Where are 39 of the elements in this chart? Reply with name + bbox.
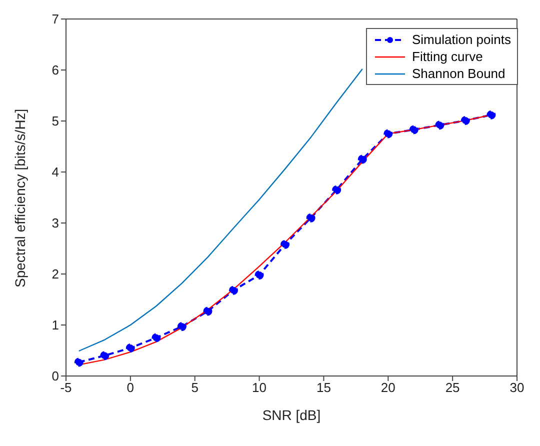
point xyxy=(486,110,496,120)
x-tick-label: 15 xyxy=(316,380,331,396)
x-tick-label: 20 xyxy=(380,380,396,396)
x-tick-label: 10 xyxy=(252,380,267,396)
point xyxy=(306,213,316,222)
x-axis-title: SNR [dB] xyxy=(262,407,321,423)
legend-label: Shannon Bound xyxy=(412,65,506,82)
y-tick-label: 1 xyxy=(52,318,59,333)
x-tick-label: 5 xyxy=(191,380,198,396)
point xyxy=(203,306,212,316)
y-tick-label: 6 xyxy=(52,62,59,78)
point xyxy=(460,116,470,125)
point xyxy=(332,185,342,194)
x-tick-label: 25 xyxy=(445,380,460,396)
point xyxy=(435,120,444,130)
y-tick-label: 4 xyxy=(52,164,59,180)
point xyxy=(254,270,264,280)
y-tick-label: 5 xyxy=(52,114,59,129)
y-tick-label: 0 xyxy=(52,368,59,384)
point xyxy=(74,358,84,367)
legend-label: Fitting curve xyxy=(412,48,483,65)
y-axis-title: Spectral efficiency [bits/s/Hz] xyxy=(12,108,28,288)
point xyxy=(409,125,418,134)
y-tick-label: 2 xyxy=(52,266,59,282)
point xyxy=(152,333,161,342)
y-tick-label: 7 xyxy=(52,12,59,27)
legend-label: Simulation points xyxy=(412,31,511,48)
point xyxy=(126,343,135,352)
point xyxy=(177,322,186,332)
point xyxy=(358,154,367,164)
x-tick-label: 30 xyxy=(510,380,524,396)
x-tick-label: -5 xyxy=(60,380,72,396)
point xyxy=(100,351,110,360)
x-tick-label: 0 xyxy=(126,380,134,396)
point xyxy=(280,240,290,249)
line-series xyxy=(78,68,363,352)
y-tick-label: 3 xyxy=(52,216,59,231)
point xyxy=(384,129,393,138)
point xyxy=(229,286,238,295)
